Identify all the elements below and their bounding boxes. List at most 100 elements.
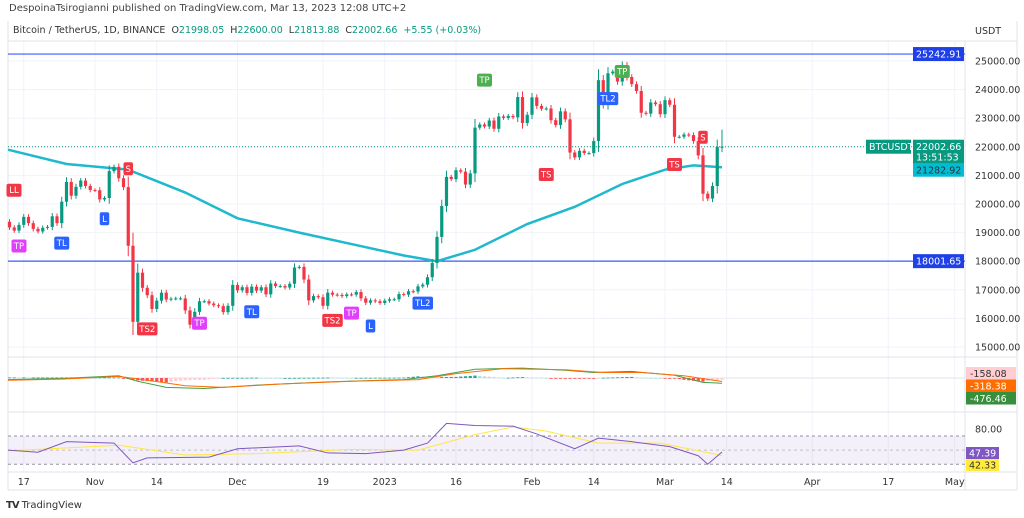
candle-body (145, 287, 149, 296)
candle-body (577, 150, 582, 158)
candle-body (321, 297, 325, 306)
candle-body (677, 136, 681, 138)
macd-histogram-bar (402, 377, 406, 379)
macd-histogram-bar (316, 377, 320, 379)
candle-body (497, 116, 501, 129)
candle-body (444, 176, 449, 207)
signal-marker-label: TP (478, 76, 489, 86)
candle-body (55, 216, 59, 224)
signal-line (7, 368, 723, 388)
candle-body (36, 228, 40, 232)
ma-value-label: 21282.92 (916, 166, 961, 177)
macd-histogram-bar (178, 378, 183, 381)
candle-body (93, 189, 97, 191)
candle-body (525, 114, 529, 124)
macd-histogram-bar (463, 376, 468, 378)
candle-body (720, 146, 724, 148)
symbol-title[interactable]: Bitcoin / TetherUS, 1D, BINANCE (13, 25, 166, 36)
candle-body (7, 221, 12, 228)
tv-logo-icon: TV (6, 500, 20, 511)
candle-body (582, 150, 586, 154)
candle-body (231, 284, 235, 306)
candle-body (501, 116, 506, 118)
pane-frames (7, 21, 1018, 491)
candle-body (364, 298, 368, 303)
price-axis[interactable]: USDT 25000.00 24000.00 23000.00 22000.00 210… (975, 26, 1020, 436)
macd-histogram-bar (17, 377, 21, 379)
candle-body (473, 127, 477, 174)
macd-histogram-bar (573, 378, 577, 379)
level-tag-label: 25242.91 (916, 50, 961, 61)
candle-body (649, 102, 653, 114)
macd-histogram-bar (378, 377, 382, 379)
macd-value-label: -158.08 (970, 369, 1007, 380)
rsi-value-label: 47.39 (969, 449, 996, 460)
macd-histogram-bar (406, 377, 411, 379)
macd-histogram-bar (102, 377, 107, 379)
candle-body (672, 104, 677, 137)
candle-body (630, 77, 634, 85)
candle-body (482, 124, 487, 127)
macd-histogram-bar (345, 377, 349, 379)
candle-body (288, 283, 292, 288)
macd-histogram-bar (202, 378, 206, 380)
candle-body (259, 287, 263, 291)
price-tick-label: 17000.00 (975, 285, 1020, 296)
time-tick-label: 19 (317, 477, 329, 488)
candle-body (440, 206, 444, 237)
macd-histogram-bar (554, 378, 558, 379)
macd-histogram-bar (31, 377, 35, 379)
time-tick-label: 14 (588, 477, 600, 488)
candle-body (155, 300, 159, 309)
candle-body (164, 292, 168, 300)
signal-marker-label: TS2 (138, 325, 155, 335)
candle-body (169, 298, 173, 300)
macd-histogram-bar (501, 377, 506, 379)
candles (7, 61, 724, 335)
macd-histogram-bar (330, 377, 335, 379)
signal-marker (54, 236, 70, 250)
macd-histogram-bar (615, 377, 620, 379)
candle-body (307, 279, 311, 301)
signal-marker (412, 296, 433, 310)
macd-histogram-bar (311, 377, 316, 379)
macd-value-label: -318.38 (970, 382, 1007, 393)
macd-histogram-bar (183, 378, 187, 381)
candle-body (459, 170, 463, 172)
last-price-tag (913, 139, 964, 164)
macd-histogram-bar (383, 377, 387, 379)
candle-body (221, 306, 225, 313)
candle-body (663, 100, 667, 115)
macd-histogram-bar (174, 378, 178, 382)
signal-marker-label: TP (345, 309, 356, 319)
time-tick-label: May (945, 477, 965, 488)
macd-histogram-bar (235, 377, 240, 379)
candle-body (696, 141, 700, 156)
macd-histogram-bar (150, 378, 154, 382)
macd-histogram-bar (283, 377, 287, 379)
tradingview-logo[interactable]: TV TradingView (6, 500, 82, 511)
candle-body (50, 216, 54, 227)
candle-body (159, 292, 164, 301)
macd-histogram-bar (254, 377, 259, 379)
candle-body (112, 166, 116, 172)
signal-marker (597, 92, 619, 106)
macd-histogram-bar (7, 377, 12, 379)
macd-histogram-bar (691, 378, 696, 381)
time-tick-label: 17 (882, 477, 894, 488)
candle-body (216, 305, 221, 307)
price-tick-label: 19000.00 (975, 228, 1020, 239)
macd-histogram-bar (473, 375, 477, 378)
macd-histogram-bar (164, 378, 168, 383)
candle-body (549, 108, 553, 121)
time-axis[interactable]: 17 Nov 14 Dec 19 2023 16 Feb 14 Mar 14 Apr 17 May (18, 477, 965, 488)
candle-body (535, 97, 539, 106)
macd-histogram-bar (592, 378, 596, 379)
macd-histogram-bar (297, 377, 301, 379)
macd-histogram-bar (226, 377, 230, 379)
macd-histogram-bar (216, 378, 221, 379)
macd-histogram-bar (492, 377, 496, 378)
brand-label: TradingView (21, 500, 82, 511)
time-tick-label: Dec (228, 477, 246, 488)
